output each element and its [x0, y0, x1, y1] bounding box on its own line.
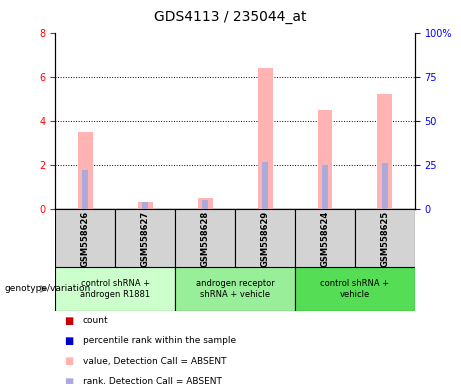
Text: control shRNA +
androgen R1881: control shRNA + androgen R1881: [80, 279, 150, 299]
Bar: [55, 267, 175, 311]
Bar: [378, 94, 392, 209]
Bar: [355, 209, 415, 267]
Text: GSM558629: GSM558629: [260, 211, 270, 267]
Bar: [295, 209, 355, 267]
Bar: [235, 209, 295, 267]
Text: androgen receptor
shRNA + vehicle: androgen receptor shRNA + vehicle: [196, 279, 274, 299]
Text: rank, Detection Call = ABSENT: rank, Detection Call = ABSENT: [83, 377, 222, 384]
Text: ■: ■: [65, 377, 74, 384]
Text: GSM558626: GSM558626: [81, 211, 90, 267]
Bar: [115, 209, 175, 267]
Bar: [262, 162, 268, 209]
Bar: [138, 202, 153, 209]
Text: GSM558624: GSM558624: [320, 211, 330, 267]
Text: value, Detection Call = ABSENT: value, Detection Call = ABSENT: [83, 357, 226, 366]
Bar: [382, 163, 388, 209]
Text: GSM558625: GSM558625: [380, 211, 390, 267]
Bar: [142, 202, 148, 209]
Text: percentile rank within the sample: percentile rank within the sample: [83, 336, 236, 346]
Bar: [175, 267, 295, 311]
Text: ■: ■: [65, 336, 74, 346]
Text: genotype/variation: genotype/variation: [5, 285, 91, 293]
Text: GDS4113 / 235044_at: GDS4113 / 235044_at: [154, 10, 307, 23]
Text: control shRNA +
vehicle: control shRNA + vehicle: [320, 279, 390, 299]
Text: GSM558627: GSM558627: [141, 211, 150, 267]
Bar: [82, 170, 88, 209]
Text: GSM558628: GSM558628: [201, 211, 210, 267]
Bar: [322, 165, 328, 209]
Text: ■: ■: [65, 356, 74, 366]
Bar: [258, 68, 272, 209]
Text: ■: ■: [65, 316, 74, 326]
Bar: [175, 209, 235, 267]
Text: count: count: [83, 316, 109, 325]
Bar: [55, 209, 115, 267]
Bar: [78, 132, 93, 209]
Bar: [198, 198, 213, 209]
Bar: [295, 267, 415, 311]
Bar: [318, 110, 332, 209]
Bar: [202, 200, 208, 209]
